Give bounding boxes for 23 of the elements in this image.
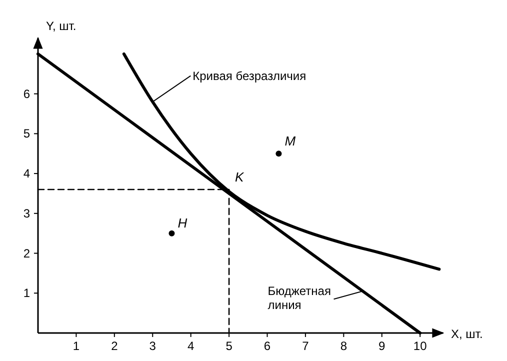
y-tick-label: 4 (23, 166, 30, 181)
y-tick-label: 1 (23, 286, 30, 300)
x-tick-label: 3 (149, 339, 156, 353)
y-axis-title: Y, шт. (46, 19, 76, 33)
x-tick-label: 8 (340, 339, 348, 353)
annotation: Кривая безразличия (192, 68, 306, 83)
y-tick-label: 6 (23, 86, 30, 101)
x-tick-label: 2 (111, 339, 118, 353)
x-axis-title: X, шт. (451, 327, 483, 341)
y-tick-label: 3 (23, 206, 30, 220)
annotation: Бюджетная линия (268, 284, 331, 312)
annotation: H (178, 215, 188, 230)
y-tick-label: 5 (23, 126, 30, 141)
y-tick-label: 2 (23, 246, 30, 260)
x-tick-label: 5 (226, 339, 233, 353)
x-tick-label: 4 (187, 339, 194, 353)
x-tick-label: 9 (378, 339, 386, 353)
x-tick-label: 6 (264, 339, 271, 353)
x-tick-label: 10 (413, 339, 428, 353)
annotation: M (284, 134, 296, 149)
annotation: K (235, 169, 246, 184)
x-tick-label: 7 (302, 339, 310, 353)
x-tick-label: 1 (72, 339, 80, 353)
